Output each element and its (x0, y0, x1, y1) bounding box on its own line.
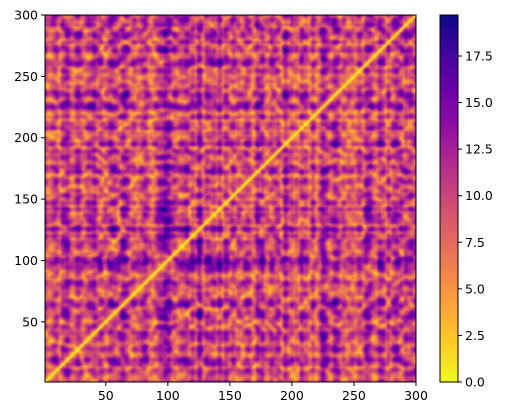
y-tick-label: 150 (14, 192, 38, 207)
colorbar-tick-label: 7.5 (465, 235, 485, 250)
colorbar: 0.0 2.5 5.0 7.5 10.0 12.5 15.0 17.5 (439, 14, 493, 390)
y-tick-label: 200 (14, 130, 38, 145)
colorbar-tick-label: 15.0 (465, 95, 493, 110)
y-tick-label: 300 (14, 8, 38, 23)
colorbar-gradient (440, 15, 458, 382)
colorbar-frame (439, 14, 459, 383)
x-tick-label: 150 (218, 388, 242, 403)
plot-frame (44, 14, 417, 383)
x-tick-label: 300 (404, 388, 428, 403)
y-tick-label: 50 (22, 314, 38, 329)
x-tick-label: 50 (98, 388, 114, 403)
colorbar-tick-label: 0.0 (465, 375, 485, 390)
heatmap-image (45, 15, 416, 382)
colorbar-tick-label: 12.5 (465, 142, 493, 157)
colorbar-tick-label: 17.5 (465, 48, 493, 63)
colorbar-tick-label: 5.0 (465, 281, 485, 296)
x-tick-label: 100 (156, 388, 180, 403)
y-tick-label: 100 (14, 253, 38, 268)
colorbar-tick-label: 2.5 (465, 328, 485, 343)
y-tick-label: 250 (14, 69, 38, 84)
colorbar-ticks: 0.0 2.5 5.0 7.5 10.0 12.5 15.0 17.5 (458, 48, 493, 390)
y-axis: 50 100 150 200 250 300 (14, 8, 45, 329)
colorbar-tick-label: 10.0 (465, 188, 493, 203)
x-axis: 50 100 150 200 250 300 (98, 382, 428, 403)
heatmap-plot-area (44, 14, 417, 383)
x-tick-label: 250 (342, 388, 366, 403)
x-tick-label: 200 (280, 388, 304, 403)
